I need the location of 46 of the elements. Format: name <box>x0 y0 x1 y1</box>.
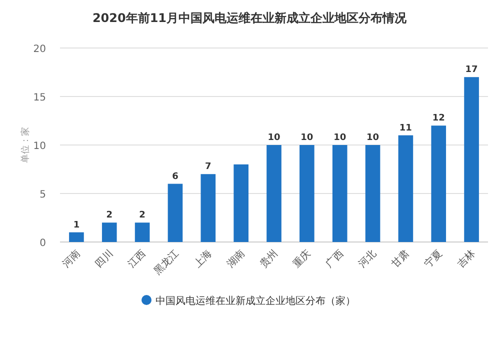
legend-label: 中国风电运维在业新成立企业地区分布（家） <box>156 295 356 307</box>
y-tick-label: 5 <box>40 190 46 200</box>
chart-title: 2020年前11月中国风电运维在业新成立企业地区分布情况 <box>92 11 408 25</box>
x-tick-label: 广西 <box>323 248 346 270</box>
x-tick-label: 吉林 <box>455 248 478 270</box>
y-tick-label: 15 <box>33 92 46 104</box>
x-tick-label: 宁夏 <box>422 248 445 270</box>
y-tick-label: 20 <box>33 44 46 55</box>
data-label: 10 <box>334 133 346 143</box>
bar <box>464 77 479 242</box>
y-axis-title: 单位：家 <box>20 127 31 163</box>
bar <box>431 126 446 242</box>
data-label: 2 <box>106 210 113 221</box>
bar <box>234 164 248 242</box>
data-label: 10 <box>300 133 314 143</box>
bar <box>300 145 314 242</box>
bar <box>365 145 380 242</box>
x-tick-label: 四川 <box>92 248 116 270</box>
y-tick-label: 10 <box>33 141 46 152</box>
bar <box>266 145 282 242</box>
data-label: 6 <box>172 172 178 182</box>
x-tick-label: 甘肃 <box>389 248 412 270</box>
data-label: 2 <box>139 210 146 221</box>
data-label: 12 <box>432 114 445 124</box>
bar <box>69 232 84 242</box>
data-label: 17 <box>465 65 478 76</box>
data-label: 10 <box>366 133 380 143</box>
bar <box>332 145 348 242</box>
data-label: 10 <box>268 133 280 143</box>
x-tick-label: 贵州 <box>257 248 280 270</box>
bar <box>102 222 117 242</box>
bar <box>168 184 183 242</box>
x-tick-label: 上海 <box>192 248 214 270</box>
data-label: 7 <box>205 162 212 172</box>
y-tick-label: 0 <box>40 238 46 249</box>
x-tick-label: 江西 <box>126 248 148 270</box>
bar <box>398 135 414 242</box>
bar <box>200 174 216 242</box>
x-tick-label: 湖南 <box>224 248 248 270</box>
data-label: 1 <box>73 220 80 230</box>
bar <box>134 222 150 242</box>
x-tick-label: 重庆 <box>290 248 314 270</box>
x-tick-label: 河南 <box>60 248 83 270</box>
x-tick-label: 黑龙江 <box>152 248 182 278</box>
x-tick-label: 河北 <box>356 248 379 270</box>
data-label: 11 <box>399 123 412 134</box>
